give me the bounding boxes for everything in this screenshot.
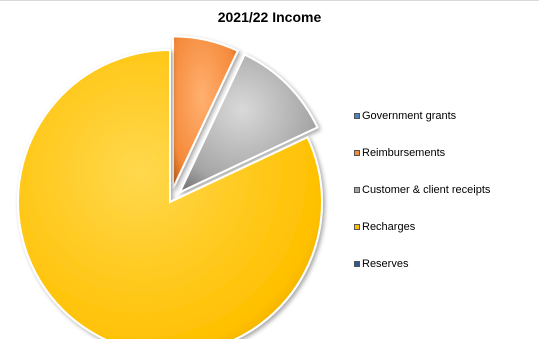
legend-item-customer-client-receipts: Customer & client receipts xyxy=(354,182,490,198)
legend-label: Reimbursements xyxy=(362,147,446,159)
legend-label: Recharges xyxy=(362,221,416,233)
legend-swatch xyxy=(354,224,360,230)
chart-title: 2021/22 Income xyxy=(217,9,322,25)
legend-item-government-grants: Government grants xyxy=(354,108,490,124)
legend-label: Reserves xyxy=(362,258,409,270)
pie-slice-reimbursements xyxy=(172,35,240,189)
legend-swatch xyxy=(354,113,360,119)
legend-item-reimbursements: Reimbursements xyxy=(354,145,490,161)
legend-swatch xyxy=(354,150,360,156)
pie-slice-recharges xyxy=(17,48,323,339)
legend-label: Government grants xyxy=(362,110,457,122)
legend-swatch xyxy=(354,261,360,267)
pie-slice-customer-client-receipts xyxy=(177,53,319,195)
chart-legend: Government grants Reimbursements Custome… xyxy=(354,108,490,293)
legend-swatch xyxy=(354,187,360,193)
legend-item-reserves: Reserves xyxy=(354,256,490,272)
chart-top-border xyxy=(0,0,539,1)
legend-label: Customer & client receipts xyxy=(362,184,491,196)
legend-item-recharges: Recharges xyxy=(354,219,490,235)
